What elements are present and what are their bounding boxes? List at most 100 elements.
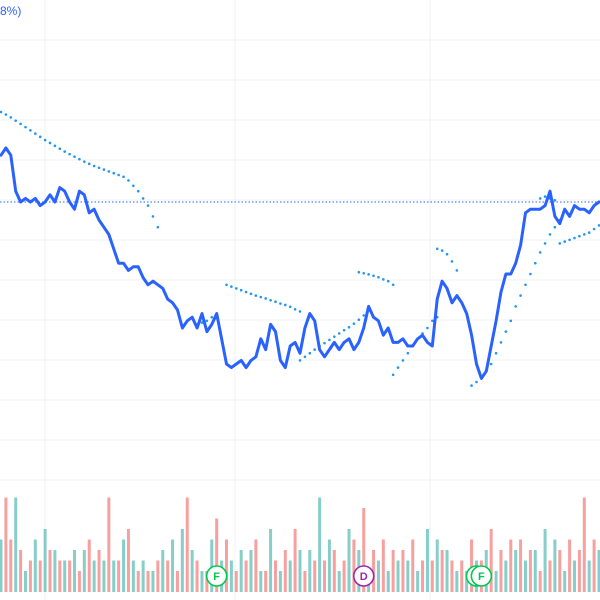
- volume-bar: [259, 571, 263, 592]
- volume-bar: [401, 550, 405, 592]
- volume-bar: [332, 550, 336, 592]
- volume-bar: [9, 539, 13, 592]
- sar-dot: [519, 294, 522, 297]
- volume-bar: [342, 560, 346, 592]
- volume-bar: [421, 560, 425, 592]
- earnings-marker: F: [205, 565, 228, 587]
- sar-dot: [377, 275, 380, 279]
- sar-dot: [362, 271, 366, 275]
- volume-bar: [323, 560, 327, 592]
- event-markers[interactable]: FDFF: [205, 565, 493, 587]
- volume-bar: [435, 539, 439, 592]
- volume-bar: [112, 560, 116, 592]
- volume-bar: [190, 550, 194, 592]
- sar-dot: [328, 338, 331, 342]
- sar-dot: [0, 110, 3, 114]
- sar-dot: [210, 315, 214, 319]
- volume-bar: [73, 550, 77, 592]
- sar-dot: [156, 225, 160, 229]
- volume-bar: [396, 560, 400, 592]
- sar-dot: [34, 132, 37, 135]
- volume-bar: [38, 560, 42, 592]
- sar-dot: [97, 166, 101, 170]
- sar-dot: [254, 294, 258, 297]
- volume-bar: [455, 571, 459, 592]
- volume-bar: [87, 539, 91, 592]
- percent-change-label: 8%): [0, 4, 22, 18]
- sar-dot: [14, 119, 18, 122]
- volume-bar: [161, 550, 165, 592]
- volume-bar: [386, 571, 390, 592]
- marker-label: F: [478, 571, 485, 583]
- sar-dot: [24, 125, 27, 129]
- volume-bar: [288, 560, 292, 592]
- volume-bar: [543, 529, 547, 592]
- volume-bar: [391, 550, 395, 592]
- volume-bar: [141, 560, 145, 592]
- sar-dot: [475, 380, 478, 384]
- sar-dot: [200, 321, 204, 324]
- volume-bar: [102, 560, 106, 592]
- volume-bar: [293, 529, 297, 592]
- sar-dot: [504, 330, 508, 333]
- marker-label: F: [213, 571, 220, 583]
- sar-dot: [391, 283, 395, 287]
- sar-dot: [205, 319, 209, 323]
- sar-dot: [426, 326, 429, 330]
- volume-bar: [14, 497, 18, 592]
- volume-bar: [298, 550, 302, 592]
- volume-bar: [224, 539, 228, 592]
- sar-dot: [136, 189, 140, 193]
- sar-dot: [578, 234, 581, 238]
- volume-bar: [48, 550, 52, 592]
- volume-bar: [372, 550, 376, 592]
- dividend-marker: D: [352, 565, 375, 587]
- sar-dot: [573, 236, 576, 240]
- sar-dot: [582, 233, 586, 236]
- volume-bar: [499, 550, 503, 592]
- sar-dot: [499, 341, 503, 344]
- sar-dot: [357, 270, 361, 274]
- volume-bar: [337, 571, 341, 592]
- volume-bar: [107, 497, 111, 592]
- volume-bar: [587, 560, 591, 592]
- sar-dot: [406, 351, 410, 355]
- sar-dot: [43, 138, 47, 142]
- sar-dot: [234, 287, 238, 290]
- volume-bar: [489, 529, 493, 592]
- sar-dot: [107, 170, 111, 173]
- volume-bar: [533, 550, 537, 592]
- sar-dot: [19, 122, 22, 126]
- volume-bar: [171, 539, 175, 592]
- volume-bar: [215, 518, 219, 592]
- sar-dot: [53, 144, 57, 148]
- sar-dot: [333, 335, 336, 338]
- sar-dot: [269, 298, 272, 302]
- sar-dot: [494, 351, 498, 355]
- volume-bar: [244, 560, 248, 592]
- volume-bar: [347, 529, 351, 592]
- volume-bar: [175, 571, 179, 592]
- sar-dot: [548, 233, 552, 236]
- sar-dot: [455, 269, 459, 272]
- sar-dot: [225, 283, 228, 287]
- volume-bar: [563, 571, 567, 592]
- sar-dot: [592, 227, 596, 231]
- sar-dot: [563, 240, 566, 243]
- volume-bar: [273, 560, 277, 592]
- sar-dot: [244, 290, 248, 294]
- volume-bar: [131, 560, 135, 592]
- volume-bar: [430, 560, 434, 592]
- marker-circle: [470, 565, 493, 587]
- volume-bar: [185, 497, 189, 592]
- volume-bar: [82, 550, 86, 592]
- sar-dot: [279, 302, 282, 305]
- sar-dot: [347, 325, 351, 329]
- volume-bar: [568, 539, 572, 592]
- volume-bar: [548, 560, 552, 592]
- sar-dot: [386, 279, 390, 283]
- volume-bar: [4, 497, 8, 592]
- volume-bar: [28, 560, 32, 592]
